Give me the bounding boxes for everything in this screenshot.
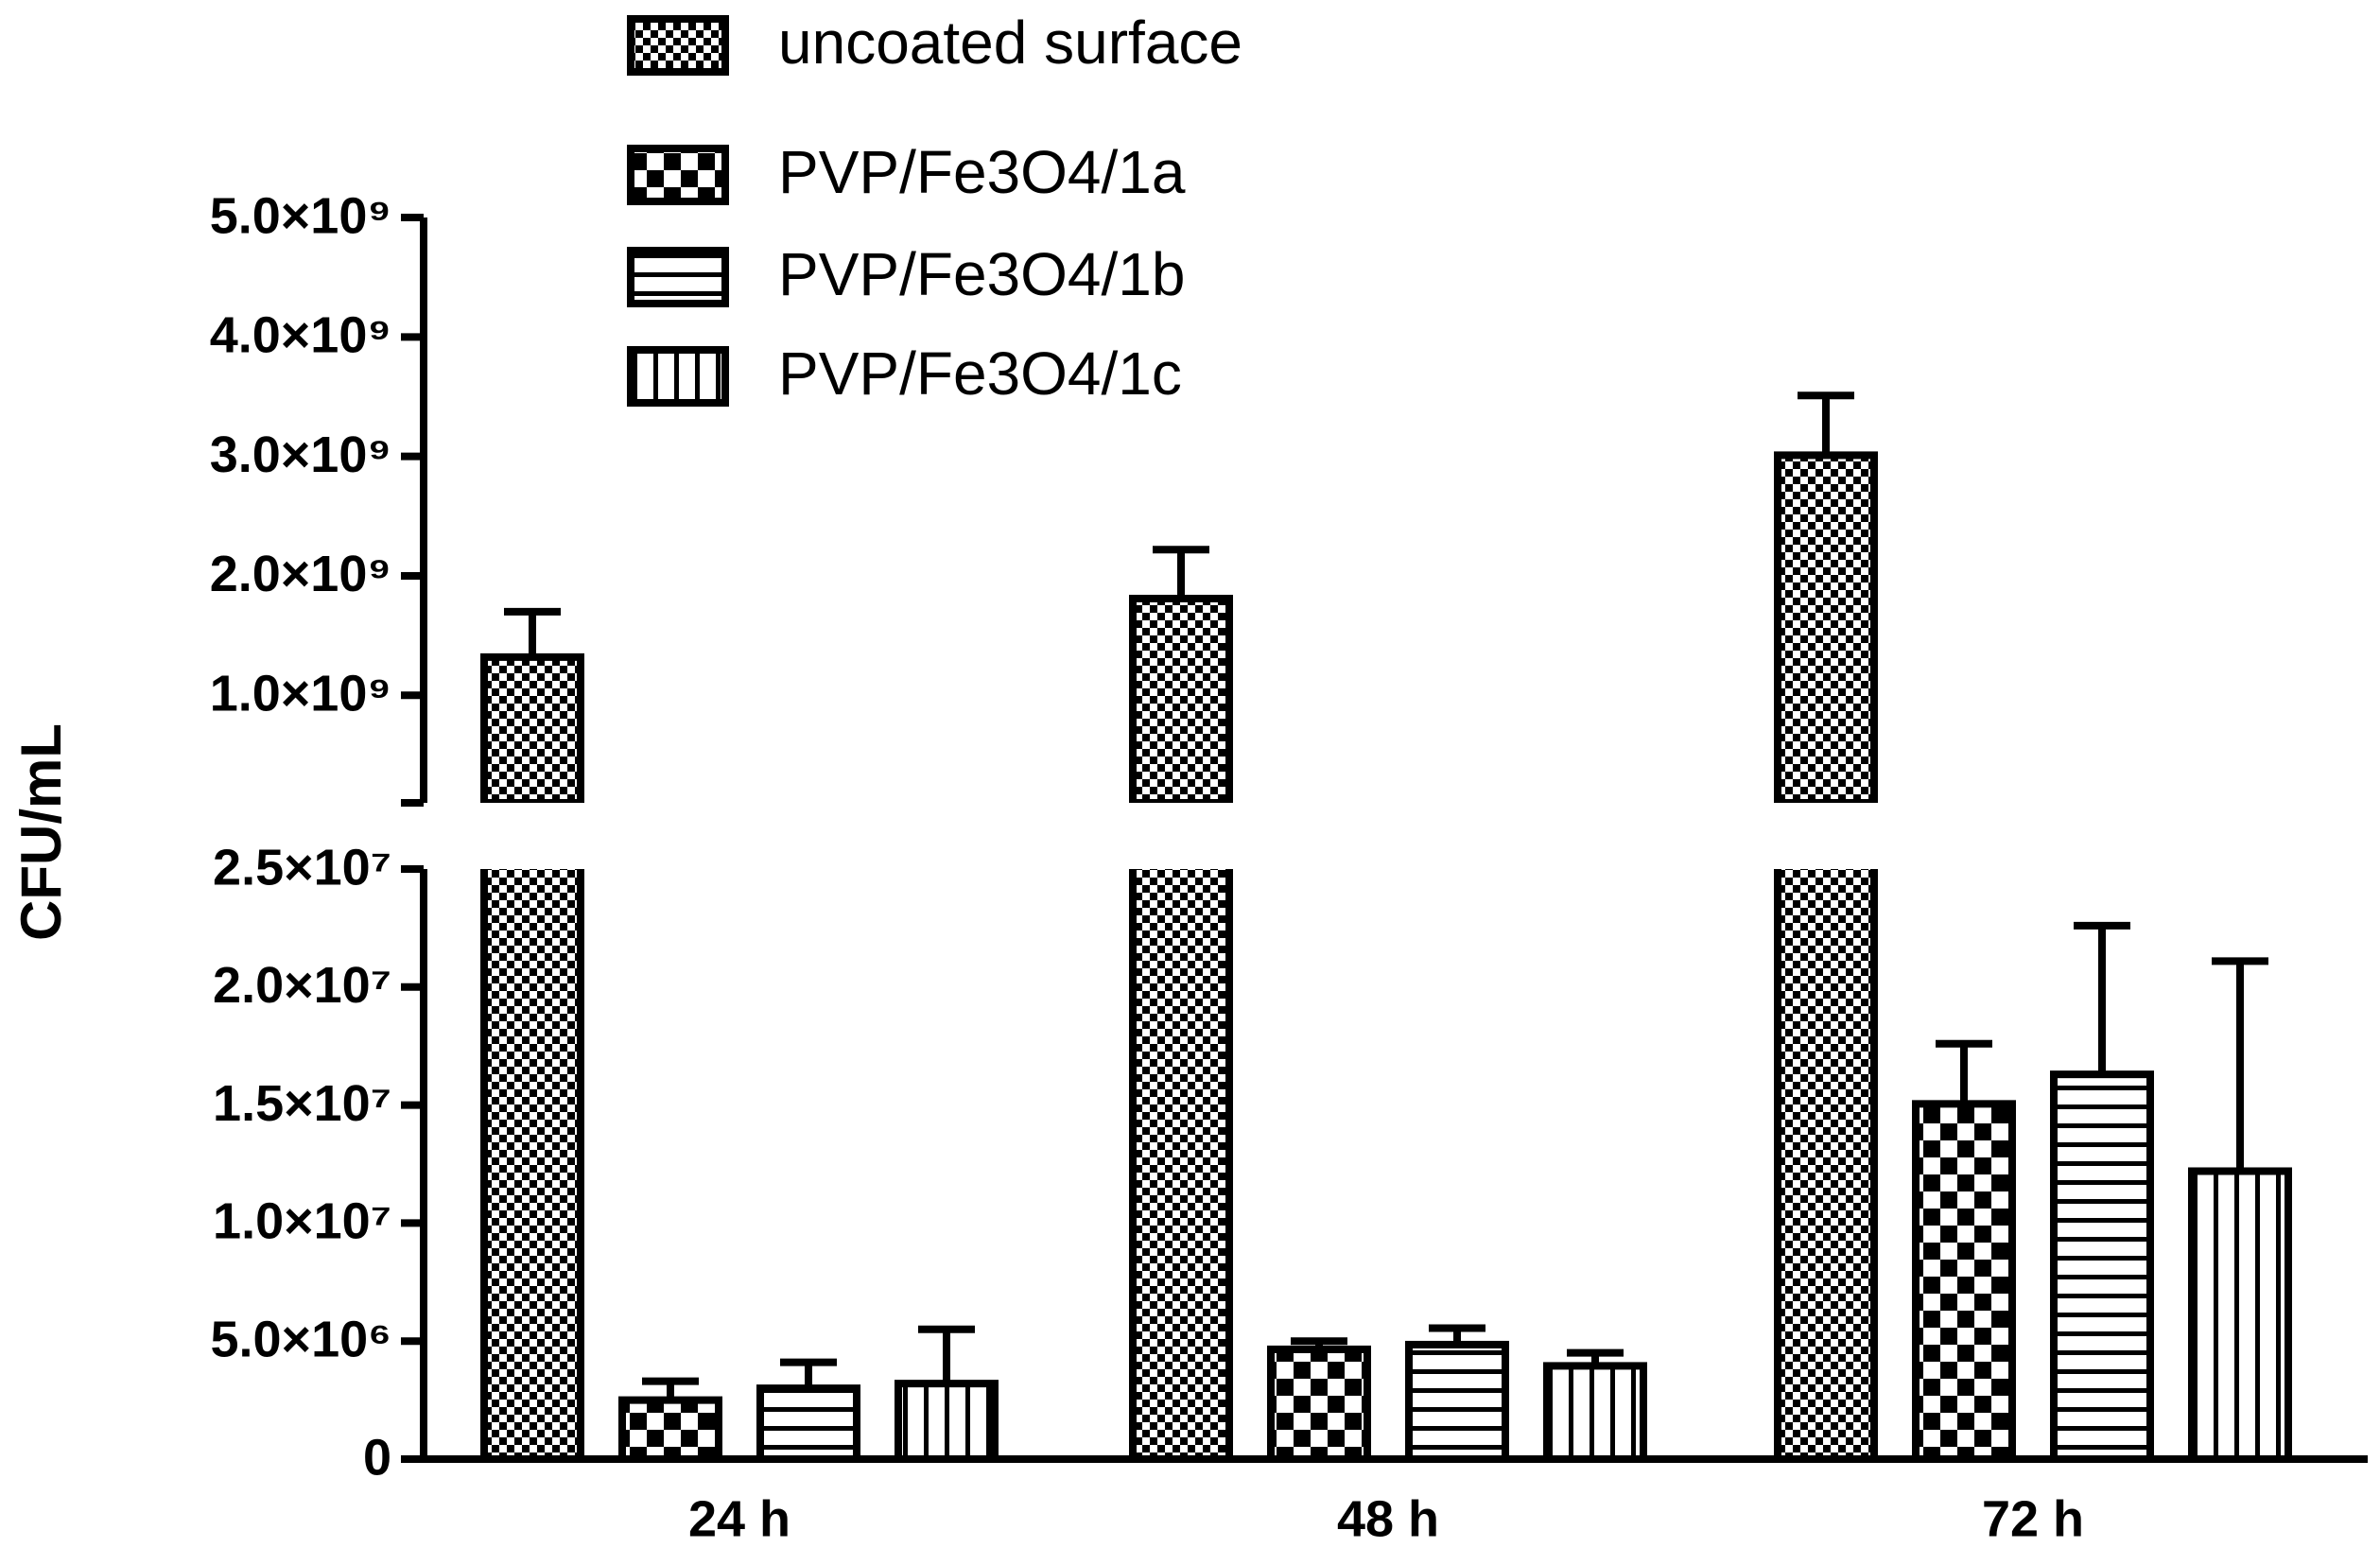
legend-label: PVP/Fe3O4/1b: [778, 240, 1185, 308]
y-tick-label: 3.0×10⁹: [210, 426, 391, 483]
bar: [1912, 1100, 2016, 1464]
bar: [1543, 1362, 1647, 1463]
x-tick-label: 72 h: [1982, 1490, 2084, 1547]
y-tick-label: 5.0×10⁹: [210, 187, 391, 244]
x-tick-label: 24 h: [688, 1490, 790, 1547]
bar: [1774, 451, 1878, 803]
bar: [2188, 1167, 2292, 1464]
legend-swatch: [627, 346, 729, 407]
y-tick-label: 1.0×10⁹: [210, 666, 391, 722]
y-axis-title: CFU/mL: [9, 723, 73, 941]
y-tick-label: 2.0×10⁹: [210, 546, 391, 602]
y-tick-label: 1.5×10⁷: [213, 1075, 391, 1132]
legend-swatch: [627, 15, 729, 76]
bar: [1129, 594, 1233, 803]
y-tick-label: 4.0×10⁹: [210, 307, 391, 364]
bar: [2050, 1070, 2154, 1463]
bar: [480, 869, 584, 1463]
y-tick-label: 1.0×10⁷: [213, 1193, 391, 1250]
bar: [1267, 1345, 1371, 1464]
y-tick-label: 2.5×10⁷: [213, 839, 391, 896]
bar: [480, 652, 584, 803]
legend-swatch: [627, 145, 729, 205]
legend-swatch: [627, 247, 729, 307]
bar: [1129, 869, 1233, 1463]
legend-label: PVP/Fe3O4/1c: [778, 339, 1182, 408]
x-tick-label: 48 h: [1337, 1490, 1439, 1547]
y-tick-label: 2.0×10⁷: [213, 957, 391, 1014]
legend-label: uncoated surface: [778, 9, 1242, 77]
legend-label: PVP/Fe3O4/1a: [778, 138, 1186, 206]
bar: [1774, 869, 1878, 1463]
y-tick-label: 0: [363, 1429, 391, 1486]
bar: [895, 1380, 999, 1464]
bar: [1405, 1340, 1509, 1463]
y-tick-label: 5.0×10⁶: [210, 1311, 391, 1367]
bar: [756, 1384, 860, 1463]
bar: [618, 1396, 722, 1463]
